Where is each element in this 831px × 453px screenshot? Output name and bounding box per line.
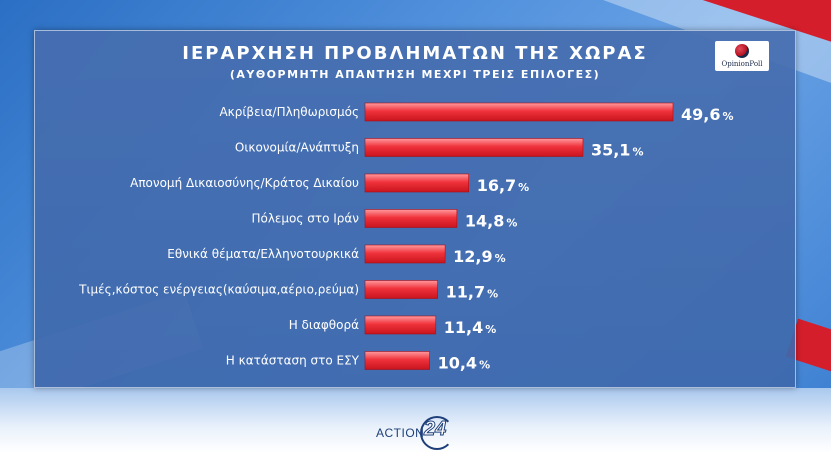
category-label: Ακρίβεια/Πληθωρισμός [219, 105, 359, 119]
opinionpoll-logo: OpinionPoll [715, 41, 769, 71]
bar [364, 244, 446, 264]
category-label: Εθνικά θέματα/Ελληνοτουρκικά [167, 247, 359, 261]
brand-ring-icon [420, 416, 454, 450]
value-label: 12,9% [453, 247, 506, 266]
value-unit: % [506, 217, 517, 230]
chart-subtitle: (ΑΥΘΟΡΜΗΤΗ ΑΠΑΝΤΗΣΗ ΜΕΧΡΙ ΤΡΕΙΣ ΕΠΙΛΟΓΕΣ… [229, 68, 601, 81]
value-unit: % [518, 181, 529, 194]
category-label: Η διαφθορά [289, 318, 359, 332]
background-bottom-band [0, 388, 831, 453]
bar [364, 315, 437, 335]
value-label: 14,8% [465, 212, 518, 231]
opinionpoll-logo-icon [735, 44, 749, 58]
bar [364, 351, 430, 370]
chart-panel: ΙΕΡΑΡΧΗΣΗ ΠΡΟΒΛΗΜΑΤΩΝ ΤΗΣ ΧΩΡΑΣ (ΑΥΘΟΡΜΗ… [34, 30, 796, 388]
category-label: Απονομή Δικαιοσύνης/Κράτος Δικαίου [130, 176, 359, 190]
value-label: 16,7% [477, 176, 530, 195]
bar [364, 209, 458, 228]
brand-text: ACTION [376, 426, 425, 440]
value-unit: % [632, 146, 643, 159]
category-label: Πόλεμος στο Ιράν [251, 212, 359, 226]
bar [364, 102, 674, 122]
bar [364, 280, 438, 299]
category-label: Οικονομία/Ανάπτυξη [235, 141, 359, 155]
bar-chart: Ακρίβεια/Πληθωρισμός 49,6 % Οικονομία/Ανάπτ… [78, 102, 734, 373]
brand-number: 24 [423, 418, 447, 441]
bar [364, 138, 584, 157]
opinionpoll-logo-text: OpinionPoll [721, 60, 763, 68]
chart-title: ΙΕΡΑΡΧΗΣΗ ΠΡΟΒΛΗΜΑΤΩΝ ΤΗΣ ΧΩΡΑΣ [182, 43, 648, 64]
value-label: 49,6% [681, 105, 734, 124]
value-label: 11,4% [444, 318, 497, 337]
value-label: 10,4% [438, 354, 491, 373]
value-unit: % [722, 110, 733, 123]
value-unit: % [495, 252, 506, 265]
value-label: 11,7% [446, 283, 499, 302]
bar [364, 173, 470, 193]
category-label: Τιμές,κόστος ενέργειας(καύσιμα,αέριο,ρεύ… [78, 283, 359, 297]
category-label: Η κατάσταση στο ΕΣΥ [226, 354, 360, 368]
value-unit: % [479, 359, 490, 372]
value-label: 35,1% [591, 141, 644, 160]
value-unit: % [487, 288, 498, 301]
value-unit: % [485, 323, 496, 336]
